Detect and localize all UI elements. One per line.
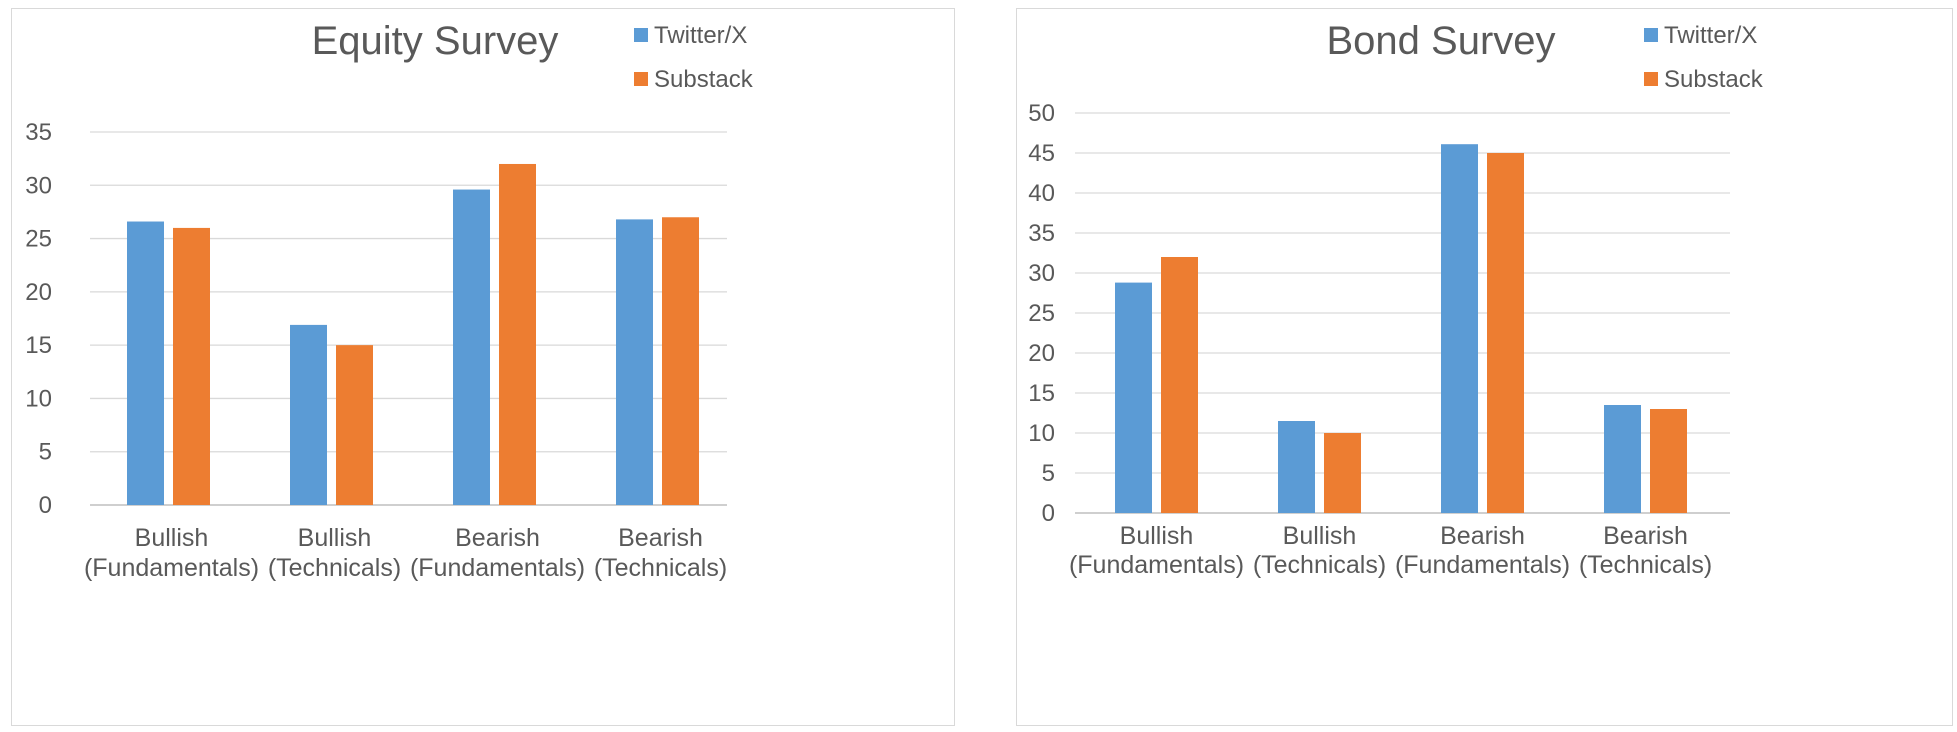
equity-x-tick-label-line1: Bullish (135, 524, 209, 552)
equity-survey-chart: Equity Survey05101520253035Bullish(Funda… (25, 19, 754, 582)
equity-x-tick-label-line2: (Technicals) (594, 554, 727, 582)
bond-legend-label: Twitter/X (1664, 22, 1757, 49)
bond-y-tick-label: 40 (1028, 180, 1055, 207)
bond-y-tick-label: 10 (1028, 420, 1055, 447)
bond-y-tick-label: 30 (1028, 260, 1055, 287)
equity-bar-substack (499, 163, 536, 505)
equity-legend-label: Twitter/X (654, 22, 747, 49)
bond-x-tick-label-line2: (Technicals) (1579, 551, 1712, 579)
equity-x-tick-label-line2: (Technicals) (268, 554, 401, 582)
equity-x-tick-label-line2: (Fundamentals) (84, 554, 259, 582)
bond-x-tick-label-line1: Bearish (1603, 522, 1688, 550)
bond-bar-substack (1650, 409, 1687, 513)
equity-x-tick-label-line1: Bullish (298, 524, 372, 552)
bond-x-tick-label-line1: Bullish (1283, 522, 1357, 550)
bond-x-tick-label-line2: (Fundamentals) (1069, 551, 1244, 579)
equity-bar-substack (173, 227, 210, 505)
equity-x-tick-label-line1: Bearish (618, 524, 703, 552)
bond-x-tick-label-line2: (Fundamentals) (1395, 551, 1570, 579)
equity-y-tick-label: 10 (25, 385, 52, 412)
bond-y-tick-label: 15 (1028, 380, 1055, 407)
equity-y-tick-label: 15 (25, 332, 52, 359)
bond-y-tick-label: 25 (1028, 300, 1055, 327)
equity-bar-twitter (616, 219, 653, 506)
equity-bar-twitter (127, 221, 164, 505)
equity-x-tick-label-line2: (Fundamentals) (410, 554, 585, 582)
equity-survey-chart-panel: Equity Survey 0 5 10 15 20 25 30 35 Bullish (Funda… (11, 8, 955, 726)
bond-y-tick-label: 45 (1028, 140, 1055, 167)
bond-x-tick-label-line2: (Technicals) (1253, 551, 1386, 579)
equity-y-tick-label: 25 (25, 226, 52, 253)
bond-bar-substack (1487, 153, 1524, 513)
bond-y-tick-label: 0 (1042, 500, 1055, 527)
bond-y-tick-label: 35 (1028, 220, 1055, 247)
bond-x-tick-label-line1: Bearish (1440, 522, 1525, 550)
bond-bar-twitter (1115, 282, 1152, 513)
bond-survey-chart: Bond Survey05101520253035404550Bullish(F… (1028, 19, 1764, 579)
equity-y-tick-label: 20 (25, 279, 52, 306)
bond-y-tick-label: 50 (1028, 100, 1055, 127)
bond-bar-twitter (1278, 421, 1315, 513)
equity-legend-label: Substack (654, 66, 754, 93)
equity-chart-title: Equity Survey (312, 19, 559, 63)
equity-x-tick-label-line1: Bearish (455, 524, 540, 552)
bond-chart-title: Bond Survey (1326, 19, 1555, 63)
bond-bar-twitter (1441, 144, 1478, 513)
equity-y-tick-label: 30 (25, 172, 52, 199)
equity-y-tick-label: 5 (39, 439, 52, 466)
equity-bar-twitter (290, 324, 327, 505)
bond-legend-label: Substack (1664, 66, 1764, 93)
equity-bar-substack (336, 345, 373, 505)
equity-bar-substack (662, 217, 699, 505)
bond-y-tick-label: 5 (1042, 460, 1055, 487)
equity-legend-swatch (634, 72, 648, 86)
bond-bar-substack (1324, 433, 1361, 513)
bond-legend-swatch (1644, 72, 1658, 86)
bond-survey-chart-panel: Bond Survey 0 5 10 15 20 25 30 35 40 45 50 Bullish (F… (1016, 8, 1953, 726)
equity-legend-swatch (634, 28, 648, 42)
equity-bar-twitter (453, 189, 490, 505)
equity-y-tick-label: 0 (39, 492, 52, 519)
bond-x-tick-label-line1: Bullish (1120, 522, 1194, 550)
bond-y-tick-label: 20 (1028, 340, 1055, 367)
bond-legend-swatch (1644, 28, 1658, 42)
bond-bar-twitter (1604, 405, 1641, 513)
bond-bar-substack (1161, 257, 1198, 513)
equity-y-tick-label: 35 (25, 119, 52, 146)
